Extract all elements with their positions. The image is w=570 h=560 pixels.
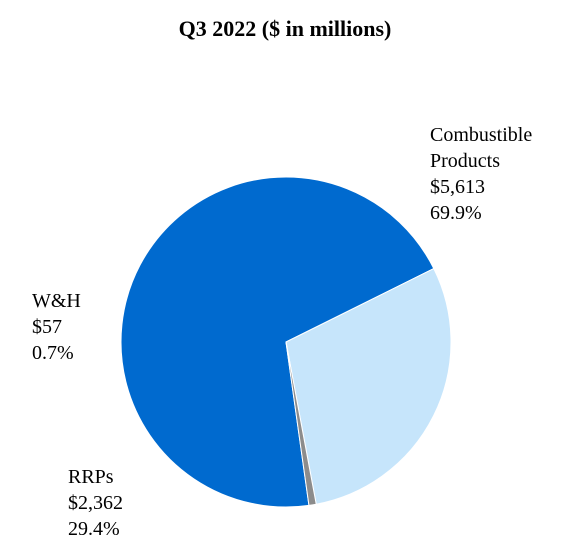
pie-slices — [120, 176, 452, 508]
slice-label-name: Combustible — [430, 124, 533, 146]
slice-label-rrps: RRPs $2,362 29.4% — [68, 464, 123, 542]
slice-label-name: RRPs — [68, 466, 114, 488]
chart-title: Q3 2022 ($ in millions) — [178, 16, 392, 41]
pie-slice-0 — [120, 176, 435, 508]
pie-slice-2 — [285, 341, 317, 506]
slice-label-name: W&H — [32, 290, 81, 312]
slice-label-value: $5,613 — [430, 176, 485, 198]
slice-label-percent: 0.7% — [32, 342, 74, 364]
slice-label-name: Products — [430, 150, 500, 172]
slice-label-combustible-products: Combustible Products $5,613 69.9% — [430, 122, 532, 226]
slice-label-percent: 29.4% — [68, 518, 120, 540]
slice-label-percent: 69.9% — [430, 202, 482, 224]
pie-slice-1 — [285, 267, 452, 505]
slice-label-value: $2,362 — [68, 492, 123, 514]
slice-label-value: $57 — [32, 316, 62, 338]
slice-label-wh: W&H $57 0.7% — [32, 288, 81, 366]
